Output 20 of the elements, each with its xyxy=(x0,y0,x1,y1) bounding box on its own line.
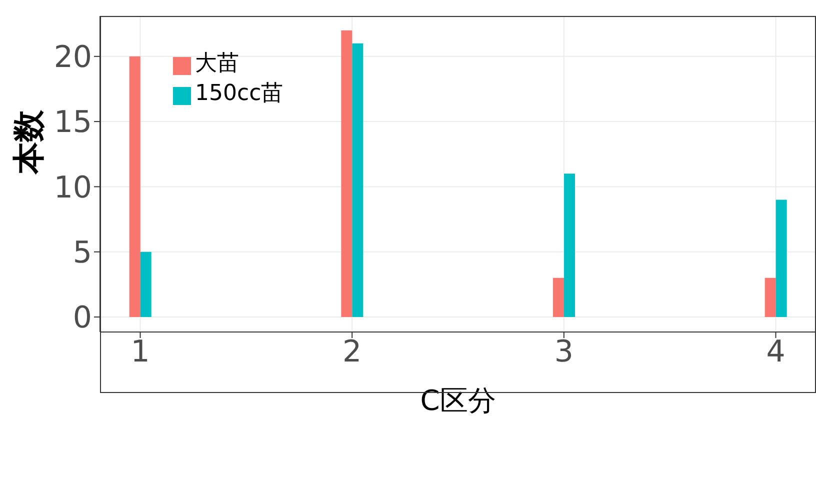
bar xyxy=(564,174,575,318)
x-tick-label: 1 xyxy=(130,334,150,370)
y-axis-title: 本数 xyxy=(9,109,48,175)
bar xyxy=(776,200,787,318)
bar xyxy=(341,30,352,318)
y-tick-label: 0 xyxy=(72,300,92,336)
bar xyxy=(764,278,776,318)
bar xyxy=(553,278,564,318)
y-tick-label: 10 xyxy=(54,170,92,206)
y-tick-label: 15 xyxy=(54,105,92,140)
y-tick-label: 20 xyxy=(54,40,92,76)
bar xyxy=(352,43,364,318)
y-tick-label: 5 xyxy=(72,236,92,271)
legend-label: 大苗 xyxy=(195,51,239,76)
bar xyxy=(129,56,140,318)
bar xyxy=(140,252,152,318)
legend-label: 150cc苗 xyxy=(195,81,284,106)
x-tick-label: 3 xyxy=(554,334,574,370)
x-tick-label: 2 xyxy=(342,334,362,370)
x-tick-label: 4 xyxy=(766,334,786,370)
